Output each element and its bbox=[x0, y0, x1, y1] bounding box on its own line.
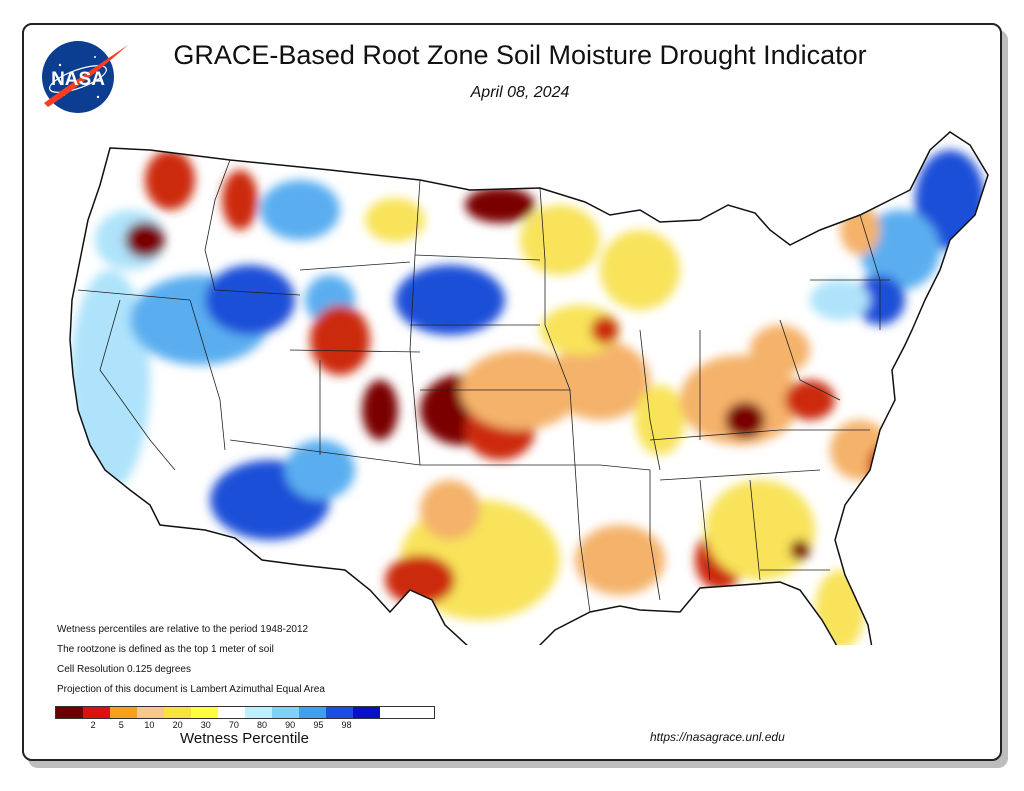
legend-swatch bbox=[110, 707, 137, 718]
map-date: April 08, 2024 bbox=[470, 84, 570, 101]
note-projection: Projection of this document is Lambert A… bbox=[57, 684, 325, 695]
map-notes: Wetness percentiles are relative to the … bbox=[57, 620, 325, 700]
legend-swatch bbox=[137, 707, 164, 718]
legend-swatch bbox=[326, 707, 353, 718]
color-legend: 2 5 10 20 30 70 80 90 95 98 Wetness Percentile bbox=[55, 706, 435, 747]
legend-tick-label: 80 bbox=[257, 720, 268, 730]
legend-swatch bbox=[245, 707, 272, 718]
note-cell-resolution: Cell Resolution 0.125 degrees bbox=[57, 664, 191, 675]
nasa-logo: NASA bbox=[42, 41, 128, 113]
map-title: GRACE-Based Root Zone Soil Moisture Drou… bbox=[173, 40, 867, 70]
legend-swatch bbox=[218, 707, 245, 718]
legend-color-bar bbox=[55, 706, 435, 719]
source-url: https://nasagrace.unl.edu bbox=[650, 730, 785, 744]
legend-swatch bbox=[191, 707, 218, 718]
legend-tick-label: 70 bbox=[228, 720, 239, 730]
legend-tick-label: 95 bbox=[313, 720, 324, 730]
legend-swatch bbox=[299, 707, 326, 718]
legend-tick-label: 30 bbox=[200, 720, 211, 730]
legend-swatch bbox=[164, 707, 191, 718]
legend-tick-label: 2 bbox=[90, 720, 96, 730]
legend-swatch bbox=[353, 707, 380, 718]
legend-swatch bbox=[83, 707, 110, 718]
note-percentile-period: Wetness percentiles are relative to the … bbox=[57, 624, 309, 635]
legend-swatch bbox=[272, 707, 299, 718]
note-rootzone-definition: The rootzone is defined as the top 1 met… bbox=[57, 644, 274, 655]
legend-tick-label: 90 bbox=[285, 720, 296, 730]
legend-tick-label: 5 bbox=[118, 720, 124, 730]
legend-title: Wetness Percentile bbox=[180, 730, 309, 747]
legend-tick-label: 10 bbox=[144, 720, 155, 730]
legend-swatch bbox=[56, 707, 83, 718]
legend-ticks: 2 5 10 20 30 70 80 90 95 98 bbox=[55, 719, 435, 733]
legend-tick-label: 98 bbox=[341, 720, 352, 730]
legend-tick-label: 20 bbox=[172, 720, 183, 730]
nasa-logo-text: NASA bbox=[51, 69, 105, 90]
us-drought-map bbox=[69, 131, 989, 645]
